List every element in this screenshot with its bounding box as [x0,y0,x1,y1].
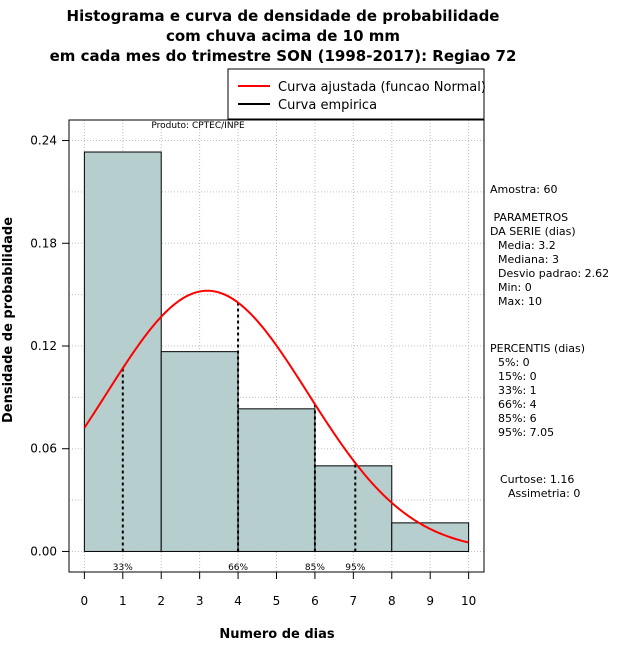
percentil-5: 5%: 0 [498,356,530,369]
x-tick-label: 7 [350,594,358,608]
chart-title: Histograma e curva de densidade de proba… [50,7,517,65]
x-tick-label: 8 [388,594,396,608]
assimetria: Assimetria: 0 [508,487,581,500]
x-tick-label: 4 [234,594,242,608]
y-axis-label: Densidade de probabilidade [1,217,16,423]
normal-curve [83,289,469,544]
percentile-label-33%: 33% [113,563,133,573]
percentile-label-95%: 95% [345,563,365,573]
x-tick-label: 2 [157,594,165,608]
curtose: Curtose: 1.16 [500,473,575,486]
param-desvio: Desvio padrao: 2.62 [498,267,610,280]
title-line-2: com chuva acima de 10 mm [166,27,400,45]
param-max: Max: 10 [498,295,542,308]
product-label: Produto: CPTEC/INPE [151,121,245,131]
legend-box [227,68,485,120]
x-tick-label: 0 [81,594,89,608]
x-tick-label: 5 [273,594,281,608]
sample-size: Amostra: 60 [490,183,558,196]
histogram-bar-3 [237,408,316,552]
histogram-bar-2 [160,351,239,552]
legend: Curva ajustada (funcao Normal) Curva empi… [227,68,486,120]
percentil-95: 95%: 7.05 [498,426,555,439]
y-tick-label: 0.00 [30,544,57,558]
percentil-85: 85%: 6 [498,412,537,425]
axes: 0 1 2 3 4 5 6 7 8 9 10 0.00 0.06 0.12 0.18 0.24 Numero d… [1,119,485,642]
percentile-label-66%: 66% [228,563,248,573]
param-mediana: Mediana: 3 [498,253,559,266]
param-media: Media: 3.2 [498,239,556,252]
y-tick-label: 0.12 [30,339,57,353]
x-tick-label: 1 [119,594,127,608]
y-tick-label: 0.24 [30,134,57,148]
x-tick-label: 10 [461,594,476,608]
percentile-label-85%: 85% [305,563,325,573]
param-min: Min: 0 [498,281,532,294]
histogram-bar-1 [83,151,162,552]
y-tick-label: 0.18 [30,236,57,250]
x-tick-label: 3 [196,594,204,608]
percentil-33: 33%: 1 [498,384,537,397]
title-line-3: em cada mes do trimestre SON (1998-2017)… [50,47,517,65]
percentile-markers: 33% 66% 85% 95% [113,302,366,573]
percentis-title: PERCENTIS (dias) [490,342,586,355]
legend-label-2: Curva empirica [278,98,377,113]
params-title: PARAMETROS [490,211,569,224]
x-tick-label: 6 [311,594,319,608]
y-tick-label: 0.06 [30,442,57,456]
x-axis-label: Numero de dias [219,627,335,642]
title-line-1: Histograma e curva de densidade de proba… [67,7,500,25]
percentil-66: 66%: 4 [498,398,537,411]
x-tick-label: 9 [426,594,434,608]
params-subtitle: DA SERIE (dias) [490,225,576,238]
percentil-15: 15%: 0 [498,370,537,383]
legend-label-1: Curva ajustada (funcao Normal) [278,80,486,95]
histogram-bar-5 [391,522,470,552]
histogram-bar-4 [314,465,393,552]
normal-curve-line [83,289,469,544]
